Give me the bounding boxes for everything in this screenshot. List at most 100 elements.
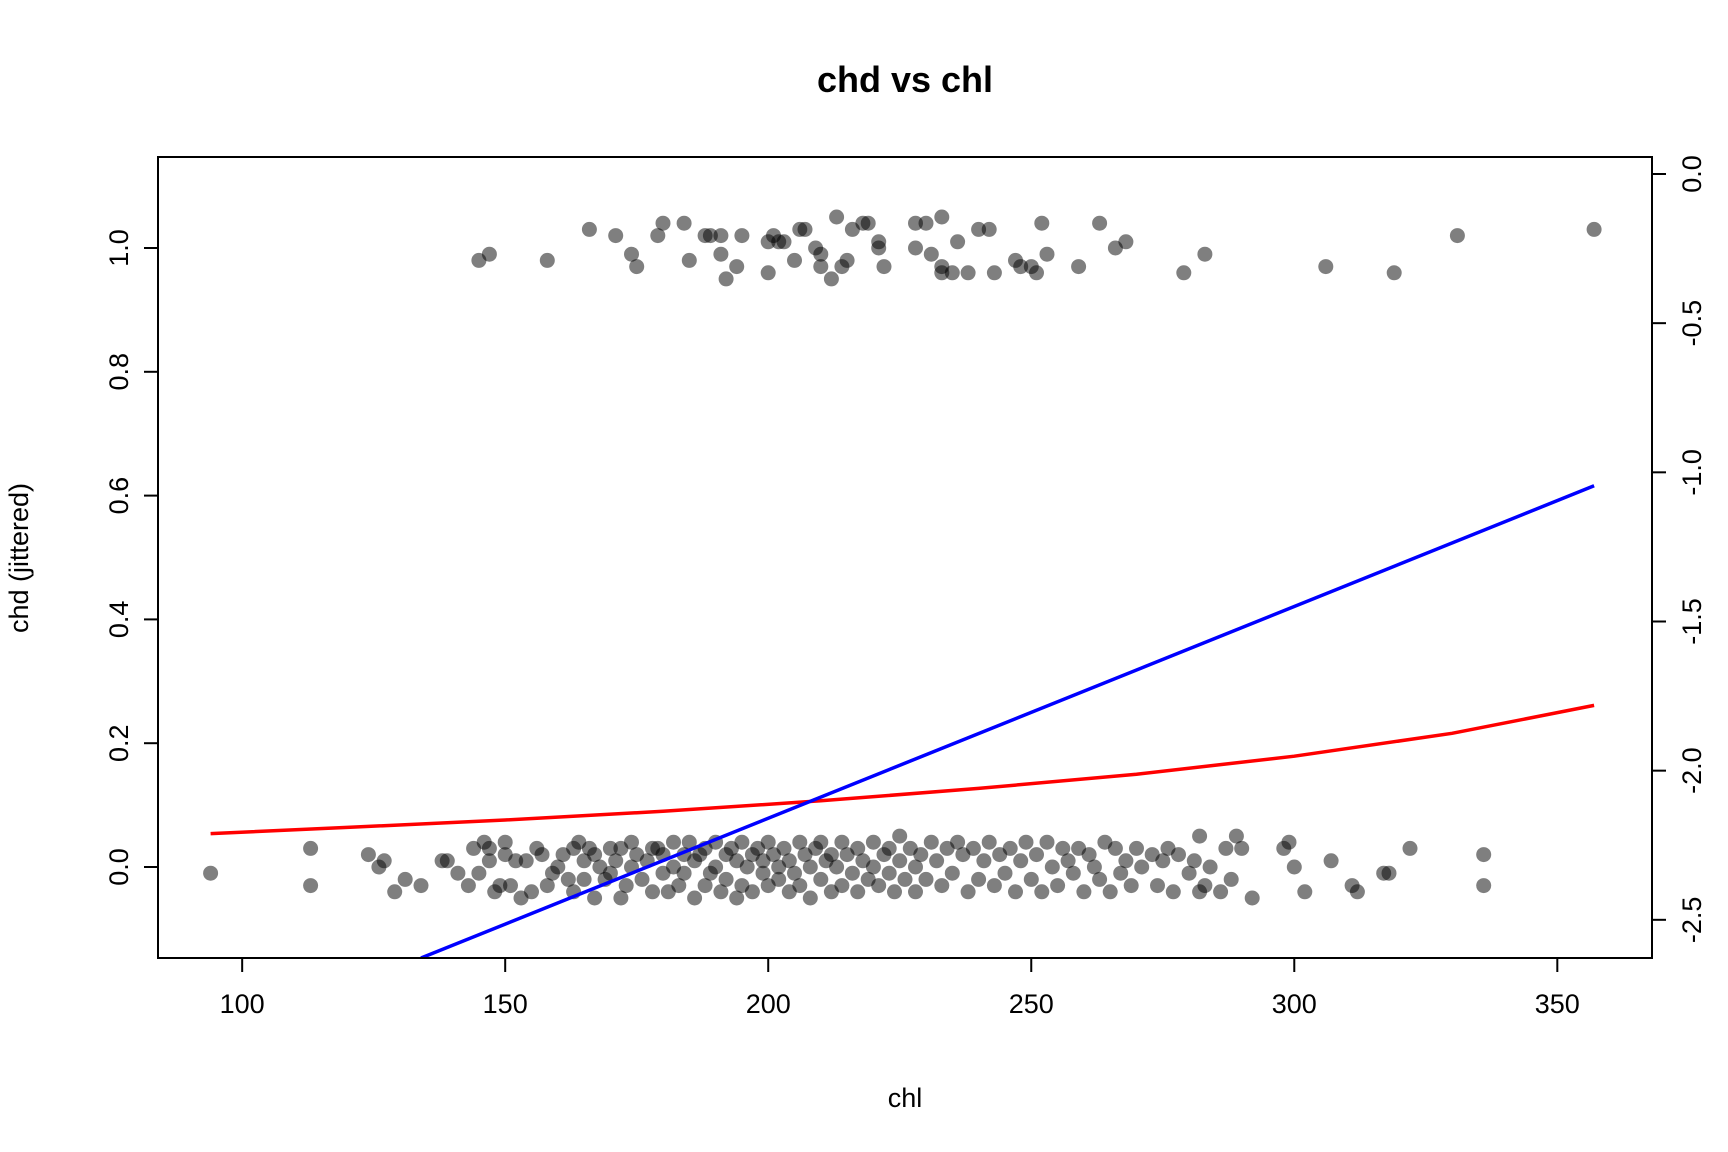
data-point [539, 252, 555, 268]
data-point [602, 840, 618, 856]
data-point [576, 871, 592, 887]
data-point [450, 865, 466, 881]
data-point [802, 890, 818, 906]
data-point [950, 834, 966, 850]
data-point [497, 834, 513, 850]
data-point [376, 853, 392, 869]
data-point [1155, 853, 1171, 869]
data-point [645, 884, 660, 900]
data-point [460, 878, 476, 894]
data-point [1129, 840, 1144, 856]
data-point [671, 878, 687, 894]
data-point [1244, 890, 1260, 906]
data-point [439, 853, 455, 869]
data-point [534, 847, 550, 863]
data-point [787, 865, 802, 881]
data-point [918, 871, 934, 887]
data-point [1223, 871, 1239, 887]
data-point [666, 834, 681, 850]
data-point [776, 234, 792, 250]
data-point [1008, 884, 1023, 900]
data-point [602, 865, 618, 881]
data-point [892, 853, 908, 869]
data-point [813, 834, 829, 850]
data-point [981, 834, 997, 850]
y2-tick-label: -2.5 [1677, 897, 1707, 944]
data-point [1013, 259, 1029, 275]
data-point [960, 265, 976, 281]
data-point [702, 228, 718, 244]
data-point [718, 271, 734, 287]
y-tick-label: 1.0 [104, 229, 134, 267]
data-point [1586, 221, 1602, 237]
data-point [1039, 834, 1055, 850]
data-point [813, 871, 829, 887]
data-point [1065, 865, 1081, 881]
y-axis-right: 0.0 -0.5 -1.0 -1.5 -2.0 -2.5 [1651, 155, 1707, 944]
data-point [908, 215, 923, 231]
data-point [1092, 215, 1108, 231]
data-point [1218, 840, 1234, 856]
x-axis: 100 150 200 250 300 350 [220, 957, 1580, 1019]
data-point [718, 871, 734, 887]
data-point [1281, 834, 1297, 850]
data-point [976, 853, 992, 869]
data-point [860, 215, 876, 231]
x-tick-label: 350 [1535, 989, 1580, 1019]
data-point [1018, 834, 1034, 850]
data-point [1150, 878, 1165, 894]
data-point [997, 865, 1013, 881]
data-point [713, 246, 729, 262]
data-point [908, 884, 923, 900]
data-point [629, 259, 645, 275]
data-point [518, 853, 534, 869]
data-point [1134, 859, 1150, 875]
data-point [550, 859, 566, 875]
y-axis-left: 0.0 0.2 0.4 0.6 0.8 1.0 [104, 229, 159, 886]
y2-tick-label: -2.0 [1677, 747, 1707, 794]
data-point [892, 828, 908, 844]
data-point [397, 871, 413, 887]
y-tick-label: 0.6 [104, 477, 134, 515]
data-point [1023, 871, 1039, 887]
data-point [1181, 865, 1197, 881]
data-point [634, 871, 650, 887]
fit-lines [210, 484, 1595, 958]
data-point [755, 865, 771, 881]
data-point [813, 259, 829, 275]
data-point [1050, 878, 1066, 894]
data-point [676, 865, 692, 881]
data-point [881, 840, 897, 856]
data-point [203, 865, 219, 881]
data-point [560, 871, 576, 887]
data-point [650, 228, 666, 244]
data-point [897, 871, 913, 887]
data-point [792, 878, 808, 894]
data-point [481, 246, 497, 262]
data-point [1092, 871, 1108, 887]
data-point [508, 853, 524, 869]
data-point [613, 890, 629, 906]
data-point [503, 878, 518, 894]
x-tick-label: 200 [746, 989, 791, 1019]
data-point [929, 853, 945, 869]
y2-tick-label: -1.5 [1677, 598, 1707, 645]
data-point [739, 859, 755, 875]
data-point [624, 834, 639, 850]
y-tick-label: 0.0 [104, 848, 134, 886]
data-point [1386, 265, 1402, 281]
data-point [881, 865, 897, 881]
data-point [986, 878, 1002, 894]
scatter-points [203, 209, 1602, 906]
data-point [1297, 884, 1313, 900]
data-point [787, 252, 802, 268]
data-point [965, 840, 981, 856]
data-point [729, 890, 745, 906]
data-point [360, 847, 376, 863]
data-point [303, 878, 319, 894]
y2-tick-label: -0.5 [1677, 300, 1707, 347]
data-point [950, 234, 966, 250]
data-point [744, 884, 760, 900]
data-point [1228, 828, 1244, 844]
data-point [1118, 234, 1134, 250]
